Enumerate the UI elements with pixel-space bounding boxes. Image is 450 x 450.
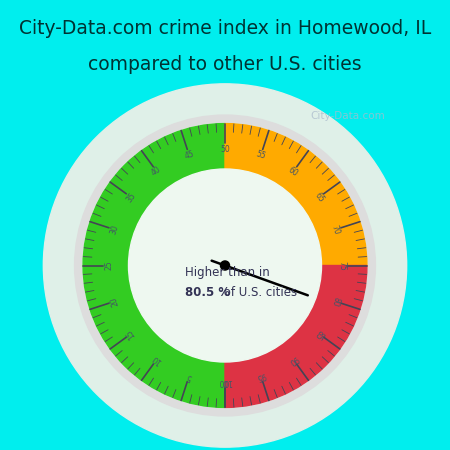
Text: 80.5 %: 80.5 % bbox=[185, 286, 230, 299]
Text: 25: 25 bbox=[104, 261, 113, 270]
Wedge shape bbox=[225, 124, 367, 266]
Text: 85: 85 bbox=[313, 327, 326, 341]
Circle shape bbox=[104, 145, 346, 386]
Text: 90: 90 bbox=[287, 353, 300, 366]
Text: 10: 10 bbox=[150, 353, 163, 366]
Wedge shape bbox=[75, 115, 375, 416]
Text: 0: 0 bbox=[223, 378, 227, 387]
Text: of U.S. cities: of U.S. cities bbox=[220, 286, 297, 299]
Text: 70: 70 bbox=[330, 224, 342, 235]
Text: 100: 100 bbox=[218, 378, 232, 387]
Text: 35: 35 bbox=[124, 190, 137, 204]
Text: 65: 65 bbox=[313, 190, 326, 204]
Circle shape bbox=[129, 169, 321, 362]
Text: 50: 50 bbox=[220, 144, 230, 153]
Text: 60: 60 bbox=[287, 165, 300, 178]
Text: compared to other U.S. cities: compared to other U.S. cities bbox=[88, 55, 362, 74]
Text: 80: 80 bbox=[330, 296, 342, 307]
Text: 75: 75 bbox=[337, 261, 346, 270]
Text: 55: 55 bbox=[255, 149, 267, 161]
Wedge shape bbox=[83, 124, 225, 407]
Wedge shape bbox=[225, 266, 367, 407]
Text: 30: 30 bbox=[108, 224, 120, 235]
Text: City-Data.com crime index in Homewood, IL: City-Data.com crime index in Homewood, I… bbox=[19, 19, 431, 38]
Text: 5: 5 bbox=[185, 371, 193, 381]
Circle shape bbox=[129, 170, 321, 361]
Circle shape bbox=[220, 261, 230, 270]
Text: 95: 95 bbox=[255, 370, 267, 382]
Text: 45: 45 bbox=[183, 149, 195, 161]
Circle shape bbox=[43, 84, 407, 447]
Text: 40: 40 bbox=[150, 165, 163, 178]
Text: 20: 20 bbox=[108, 296, 120, 307]
Text: 15: 15 bbox=[124, 327, 137, 341]
Text: City-Data.com: City-Data.com bbox=[310, 112, 385, 122]
Text: Higher than in: Higher than in bbox=[185, 266, 270, 279]
